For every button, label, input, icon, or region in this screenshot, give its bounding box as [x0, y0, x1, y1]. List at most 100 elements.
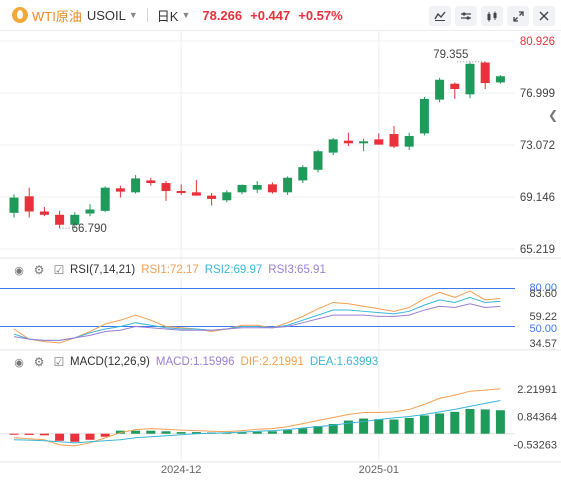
macd-hide-eye-icon[interactable]: ◉	[14, 356, 24, 369]
price-tick-label: 65.219	[520, 244, 555, 256]
macd-bar	[298, 428, 308, 434]
low-annotation: 66.790	[72, 223, 107, 235]
checkbox-icon[interactable]: ☑	[53, 263, 65, 277]
candle-body	[419, 98, 429, 134]
macd-bar	[465, 409, 475, 434]
macd-tick-label: 0.84364	[517, 412, 557, 424]
candle-body	[85, 209, 95, 214]
candle-body	[207, 195, 217, 199]
macd-bar	[450, 411, 460, 434]
rsi1-line	[13, 290, 501, 344]
macd-bar	[328, 423, 338, 434]
candle-body	[480, 62, 490, 84]
macd-bar	[24, 433, 34, 435]
macd-panel	[0, 388, 515, 447]
macd-gear-icon[interactable]: ⚙	[33, 355, 45, 369]
macd-bar	[343, 420, 353, 434]
last-price: 78.266	[202, 7, 243, 23]
rsi-tick-label: 50.00	[529, 323, 557, 335]
candle-body	[237, 185, 247, 193]
macd-bar	[374, 419, 384, 434]
candle-body	[100, 187, 110, 211]
dea-line	[13, 400, 501, 444]
macd-bar	[39, 433, 49, 436]
price-axis-panel	[515, 31, 561, 258]
rsi3-line	[13, 303, 501, 341]
rsi-tick-label: 59.22	[529, 311, 557, 323]
candle-body	[343, 140, 353, 144]
chevron-left-icon[interactable]: ❮	[547, 108, 558, 122]
rsi2-line	[13, 296, 501, 341]
candle-body	[404, 136, 414, 147]
candle-body	[298, 167, 308, 181]
macd-bar	[131, 430, 141, 434]
close-button[interactable]	[533, 6, 555, 26]
candle-body	[328, 139, 338, 153]
candle-body	[435, 79, 445, 100]
macd-bar	[313, 426, 323, 434]
candle-body	[176, 190, 186, 193]
macd-bar	[9, 433, 19, 435]
period-selector[interactable]: 日K	[156, 8, 179, 24]
macd-bar	[267, 431, 277, 434]
macd-bar	[222, 432, 232, 434]
fullscreen-button[interactable]	[507, 6, 529, 26]
candle-body	[283, 177, 293, 193]
rsi-name[interactable]: RSI(7,14,21)	[70, 264, 136, 276]
price-tick-label: 76.999	[520, 88, 555, 100]
price-tick-label: 80.926	[520, 36, 555, 48]
chart-style-button[interactable]	[429, 6, 451, 26]
gear-icon[interactable]: ⚙	[33, 263, 45, 277]
price-tick-label: 69.146	[520, 192, 555, 204]
macd-header: ◉ ⚙ ☑ MACD(12,26,9) MACD:1.15996 DIF:2.2…	[0, 353, 378, 371]
dif-value: DIF:2.21991	[240, 356, 304, 368]
macd-bar	[252, 431, 262, 434]
fullscreen-icon	[512, 10, 524, 22]
indicator-button[interactable]	[481, 6, 503, 26]
candle-body	[191, 192, 201, 196]
candle-body	[115, 188, 125, 192]
axis-labels: 80.926 76.999 73.072 69.146 65.219 2024-12 202…	[161, 36, 557, 476]
macd-tick-label: -0.53263	[514, 439, 557, 451]
period-chevron-down-icon[interactable]: ▼	[181, 10, 191, 20]
settings-button[interactable]	[455, 6, 477, 26]
macd-bar	[283, 430, 293, 434]
symbol-oil-icon	[12, 7, 28, 23]
rsi1-value: RSI1:72.17	[141, 264, 199, 276]
price-change: +0.447	[250, 7, 291, 23]
candle-body	[9, 197, 19, 213]
macd-bar	[419, 415, 429, 434]
candle-body	[55, 214, 65, 225]
rsi-tick-label: 80.00	[529, 282, 557, 294]
candle-body	[389, 134, 399, 147]
candle-body	[374, 139, 384, 145]
macd-bar	[176, 432, 186, 434]
rsi-header: ◉ ⚙ ☑ RSI(7,14,21) RSI1:72.17 RSI2:69.97…	[0, 261, 326, 279]
candle-body	[465, 63, 475, 95]
macd-value: MACD:1.15996	[155, 356, 235, 368]
close-icon	[539, 11, 549, 21]
time-tick-label: 2025-01	[359, 464, 399, 476]
rsi-tick-label: 34.57	[529, 338, 557, 350]
macd-name[interactable]: MACD(12,26,9)	[70, 356, 150, 368]
chart-toolbar	[425, 6, 555, 26]
candle-body	[252, 185, 262, 190]
candle-body	[161, 183, 171, 191]
candle-body	[131, 178, 141, 193]
hide-eye-icon[interactable]: ◉	[14, 264, 24, 277]
macd-bar	[480, 409, 490, 434]
macd-bar	[495, 410, 505, 434]
rsi-tick-label: 83.60	[529, 288, 557, 300]
candle-body	[24, 196, 34, 212]
symbol-code[interactable]: USOIL	[86, 7, 126, 23]
candle-body	[39, 211, 49, 215]
chevron-down-icon[interactable]: ▼	[128, 10, 138, 20]
symbol-name[interactable]: WTI原油	[32, 8, 82, 24]
macd-bar	[191, 432, 201, 434]
candle-body	[222, 192, 232, 201]
macd-bar	[389, 419, 399, 434]
macd-checkbox-icon[interactable]: ☑	[53, 355, 65, 369]
chart-style-icon	[434, 11, 446, 21]
